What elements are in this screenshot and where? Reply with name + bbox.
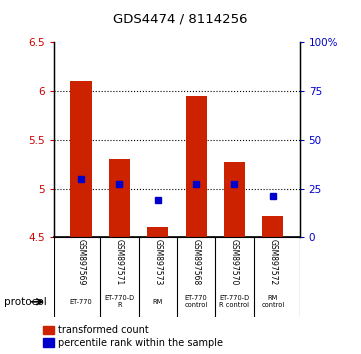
Text: percentile rank within the sample: percentile rank within the sample [58, 338, 223, 348]
Bar [147, 228, 168, 237]
Bar [224, 162, 245, 237]
Text: GDS4474 / 8114256: GDS4474 / 8114256 [113, 12, 248, 25]
Text: RM: RM [153, 299, 163, 305]
Text: GSM897573: GSM897573 [153, 239, 162, 285]
Bar [262, 216, 283, 237]
Text: GSM897571: GSM897571 [115, 239, 124, 285]
Bar [109, 159, 130, 237]
Text: transformed count: transformed count [58, 325, 148, 335]
Text: GSM897569: GSM897569 [77, 239, 86, 285]
Text: protocol: protocol [4, 297, 46, 307]
Text: ET-770-D
R: ET-770-D R [104, 295, 134, 308]
Text: ET-770: ET-770 [70, 299, 92, 305]
Text: GSM897568: GSM897568 [192, 239, 201, 285]
Text: RM
control: RM control [261, 295, 284, 308]
Text: GSM897570: GSM897570 [230, 239, 239, 285]
Text: ET-770
control: ET-770 control [184, 295, 208, 308]
Bar [186, 96, 206, 237]
Text: ET-770-D
R control: ET-770-D R control [219, 295, 249, 308]
Text: GSM897572: GSM897572 [268, 239, 277, 285]
Bar [70, 81, 92, 237]
